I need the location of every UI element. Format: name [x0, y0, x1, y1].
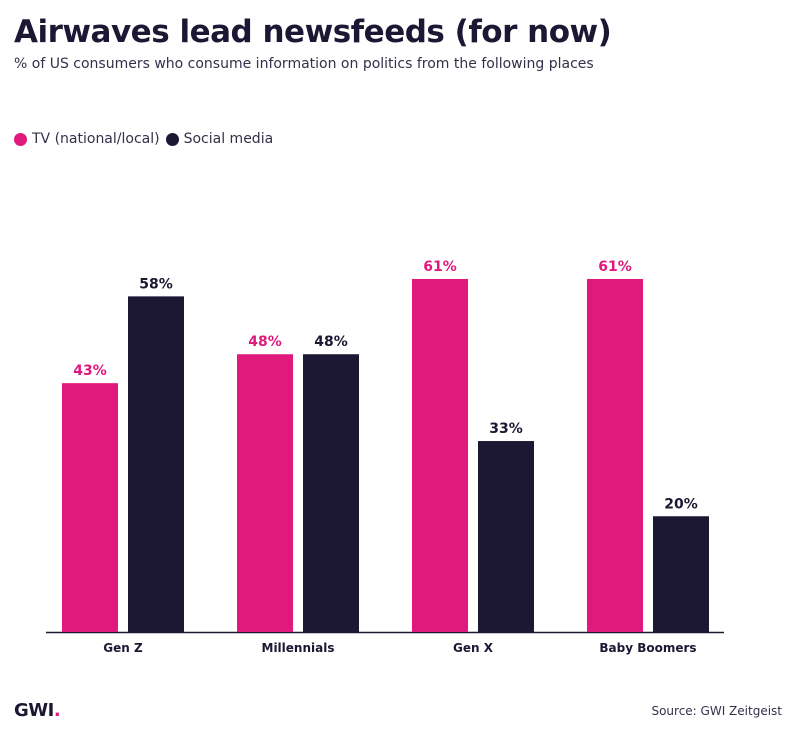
data-label-tv-0: 43% — [73, 363, 107, 379]
bar-tv-1 — [237, 354, 293, 632]
legend-label-social: Social media — [183, 131, 274, 147]
source-note: Source: GWI Zeitgeist — [651, 704, 782, 718]
x-tick-label-2: Gen X — [453, 641, 494, 655]
data-label-tv-2: 61% — [423, 259, 457, 275]
x-tick-label-0: Gen Z — [103, 641, 143, 655]
legend: TV (national/local) Social media — [14, 131, 279, 147]
data-label-social-3: 20% — [664, 496, 698, 512]
bar-social-3 — [653, 516, 709, 632]
legend-item-social: Social media — [165, 131, 274, 147]
x-tick-label-3: Baby Boomers — [599, 641, 696, 655]
bar-social-2 — [478, 441, 534, 632]
chart-subtitle: % of US consumers who consume informatio… — [14, 56, 594, 72]
chart-title: Airwaves lead newsfeeds (for now) — [14, 14, 612, 50]
legend-item-tv: TV (national/local) — [14, 131, 160, 147]
gwi-logo: GWI. — [14, 700, 61, 721]
legend-swatch-social — [165, 132, 179, 146]
logo-text: GWI — [14, 700, 54, 721]
bar-tv-3 — [587, 279, 643, 632]
x-tick-label-1: Millennials — [262, 641, 335, 655]
bar-tv-2 — [412, 279, 468, 632]
bar-tv-0 — [62, 383, 118, 632]
data-label-tv-1: 48% — [248, 334, 282, 350]
data-label-social-2: 33% — [489, 421, 523, 437]
data-label-social-0: 58% — [139, 276, 173, 292]
data-label-social-1: 48% — [314, 334, 348, 350]
legend-swatch-tv — [14, 132, 27, 146]
logo-dot: . — [53, 700, 61, 721]
legend-label-tv: TV (national/local) — [32, 131, 160, 147]
data-label-tv-3: 61% — [598, 259, 632, 275]
bar-social-1 — [303, 354, 359, 632]
bar-social-0 — [128, 296, 184, 632]
